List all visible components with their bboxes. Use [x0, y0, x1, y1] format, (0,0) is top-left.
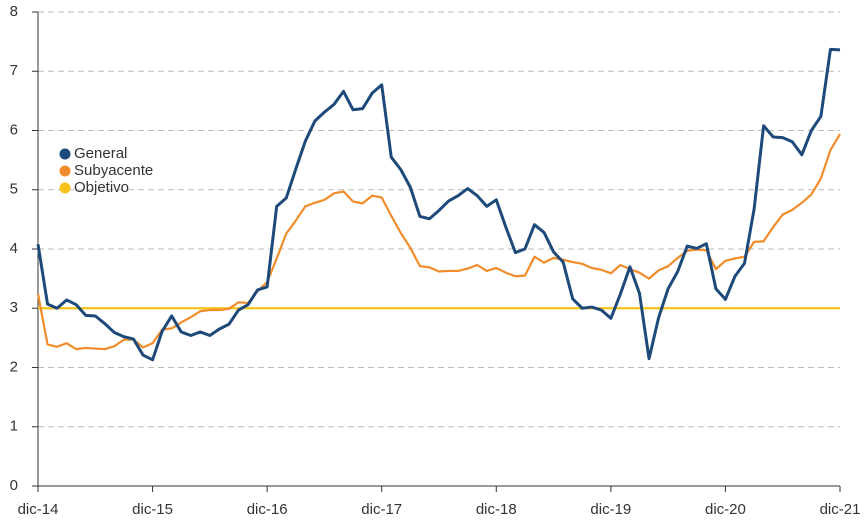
y-tick-label: 5 — [10, 181, 18, 198]
legend-marker — [59, 148, 71, 160]
x-tick-label: dic-17 — [361, 501, 402, 518]
x-tick-label: dic-16 — [247, 501, 288, 518]
legend-marker — [59, 182, 71, 194]
series-line — [36, 47, 841, 362]
y-tick-label: 0 — [10, 477, 18, 494]
y-tick-label: 7 — [10, 62, 18, 79]
x-tick-label: dic-19 — [590, 501, 631, 518]
x-tick-label: dic-21 — [820, 501, 861, 518]
y-tick-label: 6 — [10, 121, 18, 138]
y-tick-label: 1 — [10, 418, 18, 435]
y-tick-label: 4 — [10, 240, 18, 257]
x-tick-label: dic-14 — [18, 501, 59, 518]
x-tick-label: dic-20 — [705, 501, 746, 518]
y-tick-label: 2 — [10, 358, 18, 375]
y-tick-label: 8 — [10, 3, 18, 20]
legend-label: Subyacente — [74, 162, 153, 179]
legend-marker — [59, 165, 71, 177]
legend-label: General — [74, 145, 127, 162]
x-tick-label: dic-18 — [476, 501, 517, 518]
legend-label: Objetivo — [74, 179, 129, 196]
y-tick-label: 3 — [10, 299, 18, 316]
series-line — [36, 133, 841, 351]
x-tick-label: dic-15 — [132, 501, 173, 518]
